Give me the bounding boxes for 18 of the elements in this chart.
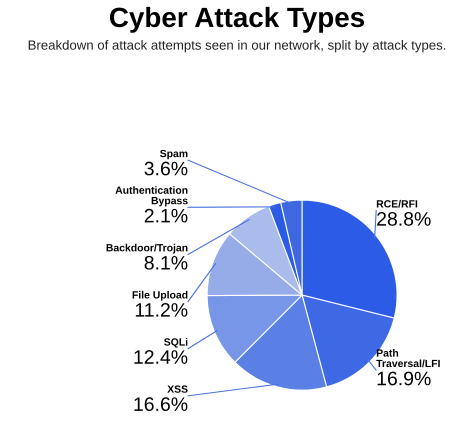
data-label: 2.1% xyxy=(144,208,188,222)
data-label: 12.4% xyxy=(134,350,188,364)
data-label: 8.1% xyxy=(144,256,188,270)
slice-label: File Upload xyxy=(132,290,188,301)
slice-label: Path Traversal/LFI xyxy=(376,349,440,368)
data-label: 11.2% xyxy=(136,303,188,317)
data-label: 3.6% xyxy=(144,162,188,176)
data-label: 16.9% xyxy=(378,372,431,386)
chart-title: Cyber Attack Types xyxy=(110,6,364,33)
slice-label: Authentication Bypass xyxy=(115,186,188,206)
chart-subtitle: Breakdown of attack attempts seen in our network, split by attack types. xyxy=(28,40,446,52)
data-label: 16.6% xyxy=(134,397,188,412)
slice-label: SQLi xyxy=(164,338,188,348)
slice-label: Spam xyxy=(160,150,188,160)
data-label: 28.8% xyxy=(377,212,431,226)
slice-label: Backdoor/Trojan xyxy=(106,244,188,254)
slice-label: XSS xyxy=(167,385,188,393)
slice-label: RCE/RFI xyxy=(376,200,418,208)
